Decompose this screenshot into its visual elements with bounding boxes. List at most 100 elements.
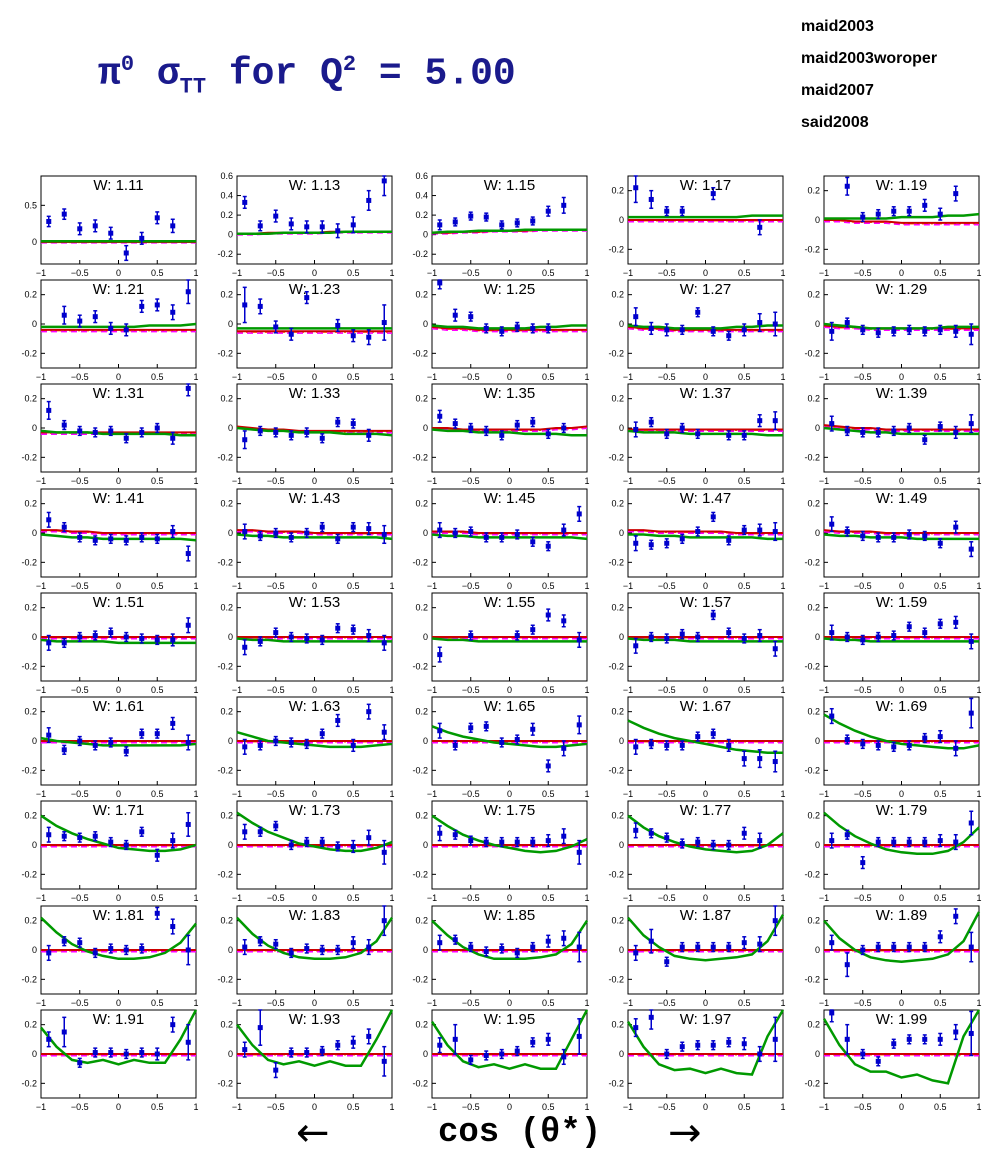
- panel-1.39: −1 −0.5 0 0.5 1 -0.2 0 0.2 W: 1.39: [804, 383, 982, 486]
- x-tick-label: −0.5: [658, 268, 676, 278]
- data-point: [561, 618, 567, 624]
- curve-maid2003woroper: [628, 531, 783, 536]
- data-point: [123, 537, 129, 543]
- y-tick-label: 0.2: [24, 916, 37, 926]
- data-point: [257, 533, 263, 539]
- x-axis-label: cos (θ*): [438, 1114, 602, 1152]
- curve-said2008: [431, 324, 587, 330]
- x-tick-label: −0.5: [71, 476, 89, 486]
- x-tick-label: 0: [312, 893, 317, 903]
- x-tick-label: −0.5: [267, 685, 285, 695]
- data-point: [335, 1042, 341, 1048]
- data-point: [514, 737, 520, 743]
- panel-w-label: W: 1.17: [680, 177, 731, 194]
- x-tick-label: −1: [623, 789, 633, 799]
- data-point: [46, 407, 52, 413]
- data-point: [185, 551, 191, 557]
- panel-w-label: W: 1.21: [93, 281, 144, 298]
- data-point: [576, 637, 582, 643]
- data-point: [335, 717, 341, 723]
- x-tick-label: −0.5: [267, 893, 285, 903]
- y-tick-label: 0.2: [415, 707, 428, 717]
- x-tick-label: 0.5: [542, 789, 555, 799]
- x-tick-label: 0.5: [151, 685, 164, 695]
- x-tick-label: 0: [312, 789, 317, 799]
- curve-maid2003woroper: [237, 531, 392, 536]
- data-point: [139, 731, 145, 737]
- y-tick-label: -0.2: [217, 348, 233, 358]
- data-point: [772, 918, 778, 924]
- data-point: [170, 309, 176, 315]
- y-tick-label: 0.2: [220, 499, 233, 509]
- data-point: [123, 435, 129, 441]
- panel-w-label: W: 1.71: [93, 802, 144, 819]
- y-tick-label: -0.2: [804, 661, 820, 671]
- data-point: [381, 1058, 387, 1064]
- y-tick-label: -0.2: [21, 348, 37, 358]
- data-point: [273, 213, 279, 219]
- x-tick-label: −1: [232, 372, 242, 382]
- y-tick-label: 0.2: [611, 916, 624, 926]
- data-point: [664, 1051, 670, 1057]
- x-tick-label: 0.5: [542, 685, 555, 695]
- data-point: [695, 944, 701, 950]
- x-tick-label: 0.5: [738, 685, 751, 695]
- title-sigma: σ: [156, 52, 180, 96]
- curve-said2008: [237, 230, 392, 235]
- x-tick-label: −0.5: [854, 268, 872, 278]
- x-tick-label: 1: [389, 893, 394, 903]
- x-tick-label: −1: [623, 268, 633, 278]
- panel-w-label: W: 1.79: [876, 802, 927, 819]
- y-tick-label: 0.2: [415, 603, 428, 613]
- y-tick-label: 0.2: [611, 603, 624, 613]
- x-tick-label: −0.5: [462, 268, 480, 278]
- data-point: [170, 223, 176, 229]
- y-tick-label: 0.2: [220, 707, 233, 717]
- data-point: [366, 197, 372, 203]
- x-tick-label: 0: [116, 268, 121, 278]
- data-point: [381, 178, 387, 184]
- data-point: [108, 325, 114, 331]
- data-point: [288, 534, 294, 540]
- data-point: [77, 634, 83, 640]
- right-arrow-icon: →: [668, 1110, 702, 1156]
- panel-1.51: −1 −0.5 0 0.5 1 -0.2 0 0.2 W: 1.51: [21, 592, 199, 695]
- data-point: [741, 327, 747, 333]
- data-point: [92, 314, 98, 320]
- y-tick-label: 0.2: [220, 210, 233, 220]
- data-point: [319, 435, 325, 441]
- x-tick-label: −0.5: [267, 372, 285, 382]
- x-tick-label: 0.5: [347, 581, 360, 591]
- data-point: [499, 839, 505, 845]
- y-tick-label: 0: [228, 632, 233, 642]
- x-tick-label: 0: [899, 789, 904, 799]
- data-point: [953, 913, 959, 919]
- legend-label-said2008: said2008: [801, 114, 869, 131]
- data-point: [452, 421, 458, 427]
- y-tick-label: 0: [228, 945, 233, 955]
- data-point: [844, 634, 850, 640]
- data-point: [77, 738, 83, 744]
- curve-said2008: [431, 814, 588, 854]
- x-tick-label: 0: [899, 476, 904, 486]
- x-tick-label: 0: [899, 1102, 904, 1112]
- data-point: [108, 630, 114, 636]
- data-point: [726, 630, 732, 636]
- x-tick-label: −1: [427, 789, 437, 799]
- legend-item-maid2007: maid2007: [745, 82, 985, 104]
- data-point: [335, 228, 341, 234]
- data-point: [576, 1033, 582, 1039]
- data-point: [679, 742, 685, 748]
- panel-1.21: −1 −0.5 0 0.5 1 -0.2 0 0.2 W: 1.21: [21, 279, 199, 382]
- data-point: [968, 1030, 974, 1036]
- y-tick-label: 0: [423, 319, 428, 329]
- data-point: [757, 527, 763, 533]
- panel-w-label: W: 1.89: [876, 907, 927, 924]
- panel-w-label: W: 1.65: [484, 698, 535, 715]
- data-point: [335, 536, 341, 542]
- curve-said2008: [236, 1009, 394, 1067]
- data-point: [530, 627, 536, 633]
- data-point: [304, 530, 310, 536]
- data-point: [350, 421, 356, 427]
